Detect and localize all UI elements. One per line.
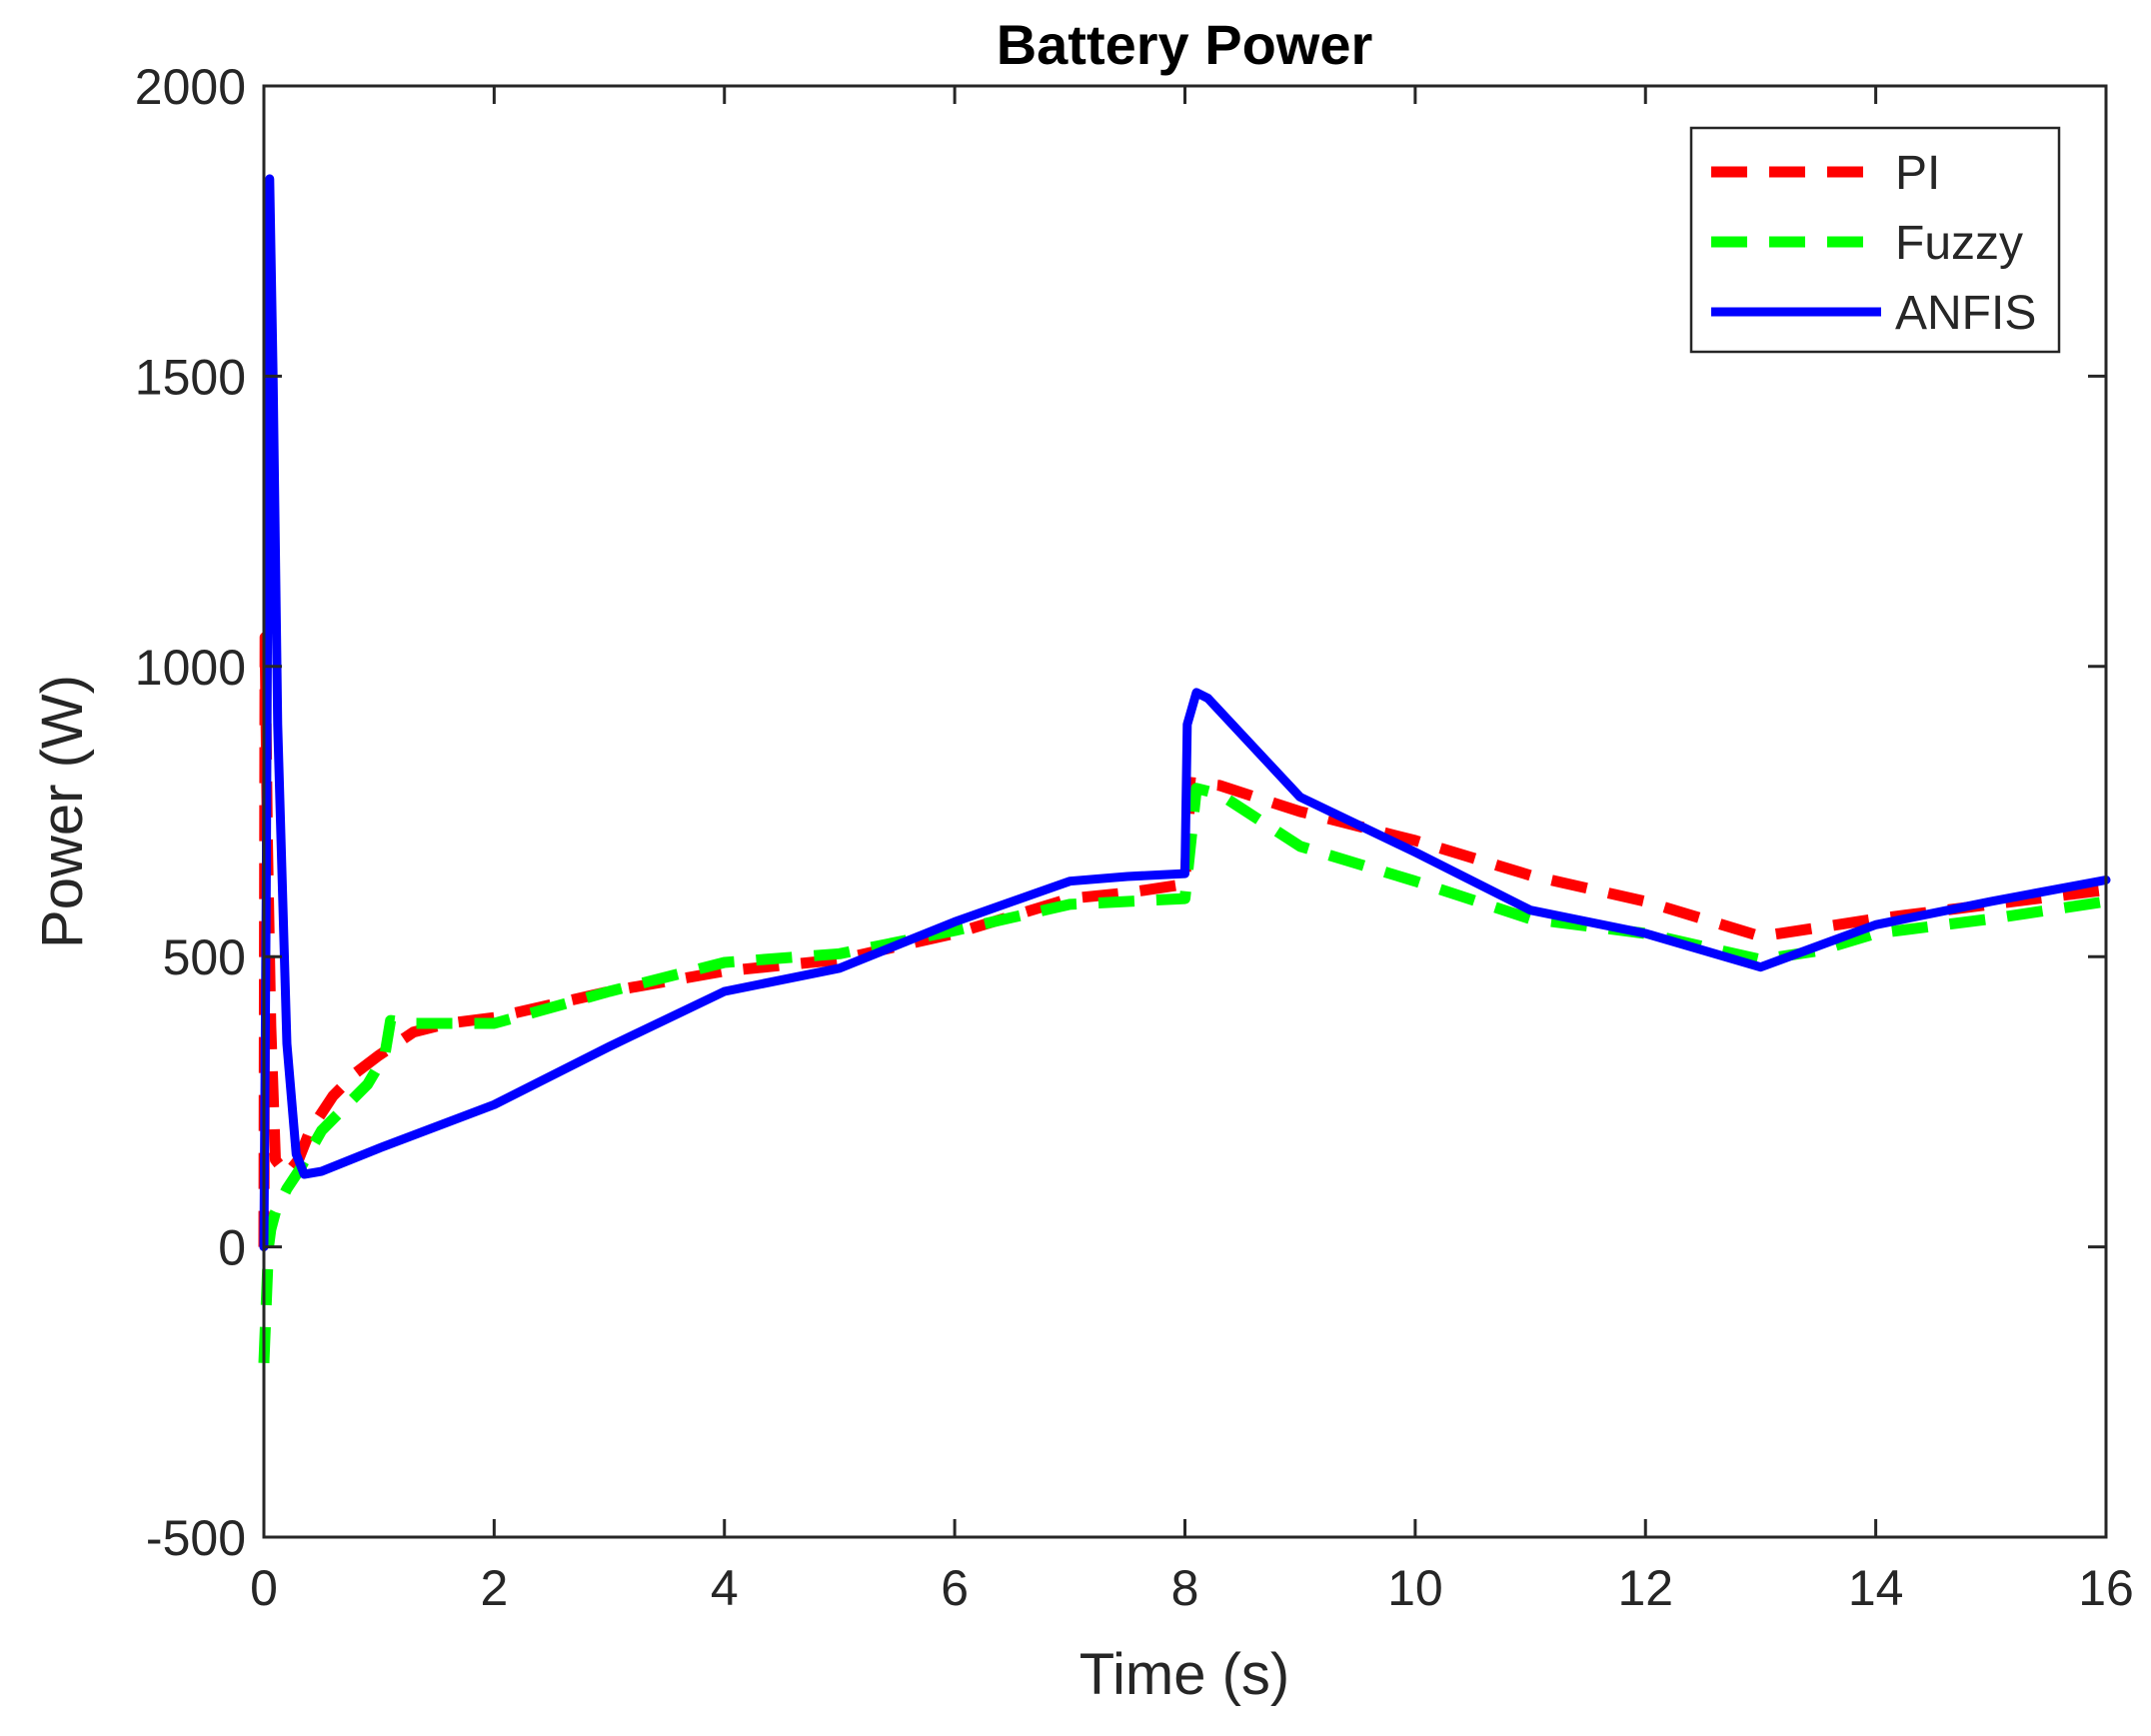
x-tick-label: 10 <box>1387 1560 1443 1616</box>
chart-title: Battery Power <box>997 13 1373 76</box>
y-tick-label: 0 <box>218 1220 246 1276</box>
legend-label-anfis: ANFIS <box>1895 287 2036 340</box>
x-tick-label: 6 <box>941 1560 969 1616</box>
x-tick-label: 4 <box>711 1560 739 1616</box>
legend-label-fuzzy: Fuzzy <box>1895 217 2023 270</box>
y-axis-label: Power (W) <box>30 675 95 948</box>
y-tick-label: 2000 <box>135 59 246 115</box>
legend: PI Fuzzy ANFIS <box>1689 126 2061 354</box>
x-axis-label: Time (s) <box>1079 1642 1289 1707</box>
x-tick-label: 16 <box>2078 1560 2134 1616</box>
x-tick-label: 0 <box>250 1560 278 1616</box>
series-layer <box>258 174 2111 1364</box>
legend-label-pi: PI <box>1895 147 1940 200</box>
x-tick-label: 14 <box>1848 1560 1904 1616</box>
y-tick-label: 1000 <box>135 640 246 696</box>
y-tick-label: -500 <box>146 1510 246 1566</box>
series-line-fuzzy <box>258 783 2107 1364</box>
x-tick-label: 12 <box>1617 1560 1673 1616</box>
series-line-anfis <box>259 174 2111 1252</box>
x-tick-label: 8 <box>1171 1560 1199 1616</box>
legend-items: PI Fuzzy ANFIS <box>1711 147 2036 340</box>
y-tick-label: 1500 <box>135 349 246 405</box>
x-tick-label: 2 <box>480 1560 508 1616</box>
series-line-pi <box>258 632 2107 1247</box>
y-tick-label: 500 <box>163 929 246 985</box>
